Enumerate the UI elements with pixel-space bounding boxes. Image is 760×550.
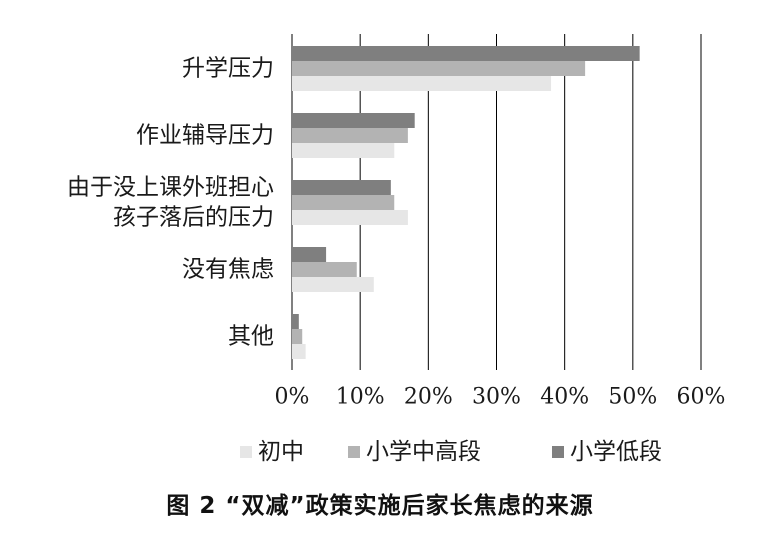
bar xyxy=(292,314,299,329)
x-tick-label: 20% xyxy=(404,385,453,410)
bar xyxy=(292,143,395,158)
bar xyxy=(292,262,357,277)
category-label: 没有焦虑 xyxy=(182,257,274,283)
category-label: 由于没上课外班担心 xyxy=(67,175,274,201)
x-tick-label: 30% xyxy=(472,385,521,410)
bar xyxy=(292,195,395,210)
category-label: 升学压力 xyxy=(182,56,274,82)
x-tick-label: 10% xyxy=(336,385,385,410)
bar xyxy=(292,210,408,225)
x-tick-label: 0% xyxy=(275,385,310,410)
legend-swatch xyxy=(552,446,564,458)
bar xyxy=(292,113,415,128)
bar xyxy=(292,61,586,76)
bar xyxy=(292,329,303,344)
legend-label: 小学中高段 xyxy=(366,439,481,465)
bar xyxy=(292,247,327,262)
legend-label: 小学低段 xyxy=(570,439,662,465)
category-label: 作业辅导压力 xyxy=(136,123,274,149)
x-tick-label: 50% xyxy=(608,385,657,410)
legend-label: 初中 xyxy=(258,439,304,465)
bar xyxy=(292,46,640,61)
category-label: 其他 xyxy=(228,324,274,350)
legend-swatch xyxy=(348,446,360,458)
bar xyxy=(292,344,306,359)
bar xyxy=(292,128,408,143)
bar xyxy=(292,76,552,91)
x-tick-label: 40% xyxy=(540,385,589,410)
figure-caption: 图 2 “双减”政策实施后家长焦虑的来源 xyxy=(166,493,594,519)
category-label: 孩子落后的压力 xyxy=(113,205,274,231)
bar xyxy=(292,180,391,195)
bar xyxy=(292,277,374,292)
legend-swatch xyxy=(240,446,252,458)
x-tick-label: 60% xyxy=(677,385,726,410)
